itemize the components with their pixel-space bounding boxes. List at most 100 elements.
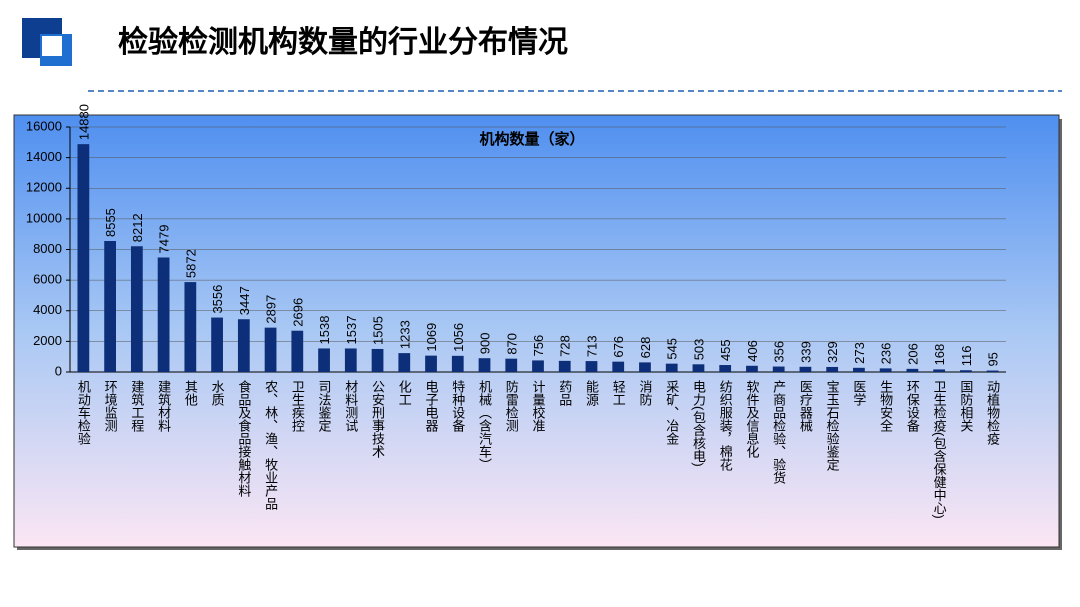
value-label: 8212	[130, 213, 145, 242]
value-label: 503	[691, 339, 706, 361]
y-tick-label: 14000	[26, 149, 62, 164]
value-label: 236	[879, 343, 894, 365]
value-label: 455	[718, 339, 733, 361]
value-label: 3556	[210, 285, 225, 314]
x-tick-label: 建筑工程	[129, 380, 144, 433]
bar	[184, 282, 197, 372]
page-title: 检验检测机构数量的行业分布情况	[118, 25, 568, 59]
x-tick-label: 产商品检验、验货	[771, 380, 786, 484]
x-tick-label: 卫生检疫(包含保健中心)	[932, 380, 947, 519]
bar	[692, 364, 705, 372]
bar	[157, 257, 170, 372]
x-tick-label: 生物安全	[878, 380, 893, 432]
bar	[639, 362, 651, 372]
x-tick-label: 电力(包含核电)	[691, 380, 706, 467]
bar	[612, 361, 625, 372]
bar	[772, 366, 785, 372]
y-tick-label: 6000	[33, 272, 62, 287]
bar	[344, 348, 357, 372]
y-tick-label: 16000	[26, 118, 62, 133]
value-label: 1537	[344, 316, 359, 345]
x-tick-label: 医疗器械	[798, 380, 813, 432]
bar	[986, 370, 999, 372]
value-label: 206	[905, 343, 920, 365]
x-tick-label: 国防相关	[958, 380, 973, 432]
value-label: 713	[584, 335, 599, 357]
value-label: 168	[932, 344, 947, 366]
x-tick-label: 材料测试	[343, 380, 358, 432]
bar	[719, 365, 732, 372]
x-tick-label: 化工	[397, 380, 412, 406]
bar	[879, 368, 892, 372]
x-tick-label: 软件及信息化	[744, 380, 759, 459]
y-tick-label: 2000	[33, 333, 62, 348]
x-tick-label: 计量校准	[531, 380, 546, 432]
value-label: 339	[798, 341, 813, 363]
bar	[585, 361, 598, 372]
value-label: 545	[665, 338, 680, 360]
value-label: 329	[825, 341, 840, 363]
bar	[237, 319, 250, 372]
bar	[960, 370, 972, 372]
logo-square	[42, 36, 62, 56]
value-label: 676	[611, 336, 626, 358]
value-label: 1056	[451, 323, 466, 352]
x-tick-label: 能源	[584, 380, 599, 406]
x-tick-label: 食品及食品接触材料	[236, 379, 251, 497]
x-tick-label: 药品	[557, 380, 572, 406]
x-tick-label: 农、林、渔、牧业产品	[263, 380, 278, 510]
bar	[933, 369, 946, 372]
value-label: 2897	[264, 295, 279, 324]
x-tick-label: 电子电器	[424, 380, 439, 433]
value-label: 1233	[397, 320, 412, 349]
bar	[291, 330, 304, 372]
x-tick-label: 采矿、冶金	[664, 380, 679, 445]
bar	[211, 317, 223, 372]
y-tick-label: 0	[55, 363, 62, 378]
value-label: 3447	[237, 286, 252, 315]
x-tick-label: 建筑材料	[156, 380, 171, 432]
plot: 0 2000 4000 6000 8000 10000 12000 14000 16000 机动车…	[26, 104, 1006, 519]
x-tick-label: 机动车检验	[76, 380, 91, 445]
value-label: 116	[959, 345, 974, 366]
bar	[478, 358, 491, 372]
bar	[746, 365, 758, 372]
chart-title: 机构数量（家）	[479, 130, 584, 148]
value-label: 728	[558, 335, 573, 357]
value-label: 900	[478, 333, 493, 355]
value-label: 2696	[290, 298, 305, 327]
bar	[505, 358, 518, 372]
x-tick-label: 司法鉴定	[317, 380, 332, 433]
bar	[130, 246, 143, 372]
value-label: 5872	[183, 249, 198, 278]
x-tick-label: 公安刑事技术	[370, 380, 385, 458]
x-tick-label: 卫生疾控	[290, 380, 305, 432]
x-tick-label: 纺织服装，棉花	[718, 380, 733, 472]
value-label: 95	[986, 352, 1001, 366]
value-label: 8555	[103, 208, 118, 237]
value-label: 1505	[371, 316, 386, 345]
value-label: 1538	[317, 316, 332, 345]
bar	[665, 363, 678, 372]
x-tick-label: 环保设备	[905, 380, 920, 433]
bar	[318, 348, 330, 372]
value-label: 870	[504, 333, 519, 355]
x-tick-label: 医学	[851, 380, 866, 406]
bar	[558, 360, 571, 372]
chart-area	[13, 114, 1060, 548]
value-label: 406	[745, 340, 760, 362]
x-tick-label: 动植物检疫	[985, 380, 1000, 445]
y-tick-label: 12000	[26, 180, 62, 195]
bar	[853, 367, 865, 372]
bar	[264, 327, 277, 372]
bar	[826, 366, 839, 372]
value-label: 356	[772, 341, 787, 363]
bar	[104, 241, 116, 372]
x-tick-label: 宝玉石检验鉴定	[825, 380, 840, 472]
x-tick-label: 防雷检测	[504, 379, 519, 432]
bar	[425, 355, 437, 372]
x-tick-label: 机械（含汽车）	[477, 380, 492, 471]
x-tick-label: 水质	[210, 380, 225, 406]
